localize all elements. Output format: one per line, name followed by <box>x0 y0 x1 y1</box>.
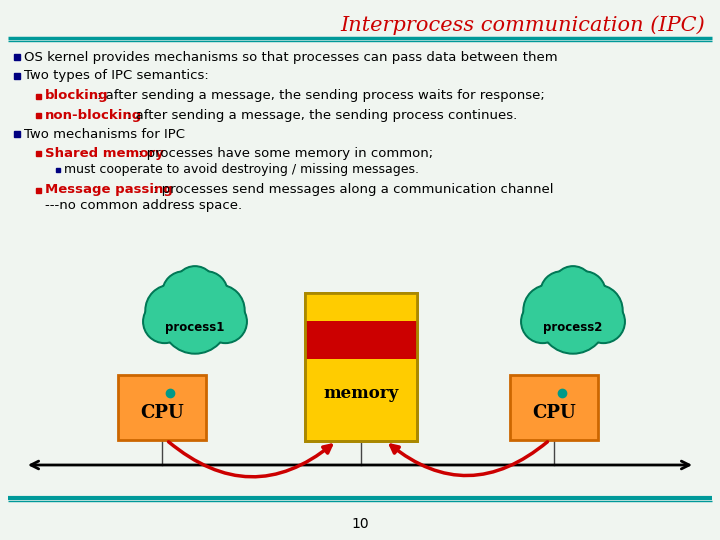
Bar <box>305 321 417 359</box>
Circle shape <box>582 300 625 343</box>
Circle shape <box>564 273 604 313</box>
Bar <box>35 187 40 192</box>
Circle shape <box>145 285 197 336</box>
Circle shape <box>174 266 215 307</box>
Circle shape <box>163 288 227 352</box>
Text: Message passing: Message passing <box>45 184 173 197</box>
Bar <box>35 93 40 98</box>
Text: : processes send messages along a communication channel: : processes send messages along a commun… <box>153 184 554 197</box>
Text: Two mechanisms for IPC: Two mechanisms for IPC <box>24 127 185 140</box>
Text: : after sending a message, the sending process waits for response;: : after sending a message, the sending p… <box>97 90 545 103</box>
Circle shape <box>523 302 562 341</box>
Circle shape <box>562 271 606 315</box>
Bar <box>56 168 60 172</box>
Text: blocking: blocking <box>45 90 109 103</box>
Circle shape <box>145 302 184 341</box>
Text: must cooperate to avoid destroying / missing messages.: must cooperate to avoid destroying / mis… <box>64 164 419 177</box>
Circle shape <box>143 300 186 343</box>
Circle shape <box>523 285 575 336</box>
Circle shape <box>552 266 593 307</box>
FancyArrowPatch shape <box>391 442 547 476</box>
Circle shape <box>541 288 605 352</box>
Circle shape <box>162 271 206 315</box>
Circle shape <box>164 273 204 313</box>
Circle shape <box>525 286 573 334</box>
Circle shape <box>542 273 582 313</box>
Text: non-blocking: non-blocking <box>45 109 143 122</box>
Circle shape <box>195 286 243 334</box>
Text: ---no common address space.: ---no common address space. <box>45 199 242 213</box>
Bar <box>14 73 20 79</box>
Bar <box>14 131 20 137</box>
Bar <box>35 112 40 118</box>
Circle shape <box>540 271 584 315</box>
Circle shape <box>521 300 564 343</box>
Circle shape <box>554 268 592 305</box>
Bar <box>305 293 417 441</box>
Text: OS kernel provides mechanisms so that processes can pass data between them: OS kernel provides mechanisms so that pr… <box>24 51 557 64</box>
Text: Two types of IPC semantics:: Two types of IPC semantics: <box>24 70 209 83</box>
Bar <box>305 293 417 441</box>
Circle shape <box>573 286 621 334</box>
Bar <box>35 151 40 156</box>
Circle shape <box>204 300 247 343</box>
Circle shape <box>147 286 195 334</box>
Text: Shared memory: Shared memory <box>45 146 163 159</box>
Bar <box>118 375 206 440</box>
Text: CPU: CPU <box>140 404 184 422</box>
Text: : after sending a message, the sending process continues.: : after sending a message, the sending p… <box>127 109 517 122</box>
FancyArrowPatch shape <box>168 442 331 477</box>
Text: process2: process2 <box>544 321 603 334</box>
Circle shape <box>583 302 624 341</box>
Circle shape <box>193 285 245 336</box>
Circle shape <box>571 285 623 336</box>
Circle shape <box>186 273 226 313</box>
Text: 10: 10 <box>351 517 369 531</box>
Text: memory: memory <box>323 385 399 402</box>
Circle shape <box>176 268 214 305</box>
Circle shape <box>184 271 228 315</box>
Circle shape <box>161 286 229 354</box>
Bar <box>510 375 598 440</box>
Text: Interprocess communication (IPC): Interprocess communication (IPC) <box>341 15 705 35</box>
Text: process1: process1 <box>166 321 225 334</box>
Text: : processes have some memory in common;: : processes have some memory in common; <box>138 146 433 159</box>
Circle shape <box>539 286 607 354</box>
Circle shape <box>206 302 246 341</box>
Bar <box>14 54 20 60</box>
Text: CPU: CPU <box>532 404 576 422</box>
Bar <box>305 293 417 321</box>
